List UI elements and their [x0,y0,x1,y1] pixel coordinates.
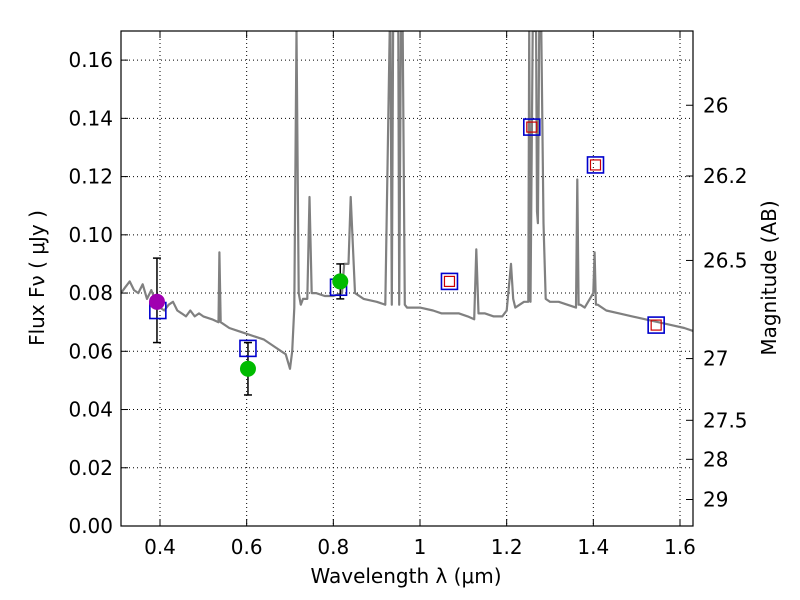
mag-tick-label: 26.5 [703,248,748,272]
model-photometry-square [586,156,605,174]
y-tick-label: 0.02 [68,456,113,480]
model-photometry-square [647,316,665,334]
magenta-point [148,293,165,310]
x-tick-label: 0.8 [317,535,349,559]
green-point [332,273,349,290]
y-tick-label: 0.00 [68,514,113,538]
model-photometry-square [440,272,459,291]
plot-data-layer [121,31,693,396]
observed-ir-square [650,319,662,331]
spectrum-line [121,31,693,370]
observed-ir-square [589,159,602,171]
plot-frame [120,30,694,527]
y-tick-label: 0.08 [68,281,113,305]
mag-tick-label: 27 [703,347,728,371]
x-axis-title: Wavelength λ (μm) [310,564,501,588]
y-tick-label: 0.12 [68,165,113,189]
x-tick-label: 1.6 [664,535,696,559]
mag-tick-label: 28 [703,447,728,471]
right-axis-title: Magnitude (AB) [757,200,781,355]
axis-tick-labels: 0.4 0.6 0.8 1 1.2 1.4 1.6 0.00 0.02 0.04 0.06 0.08 0… [68,48,747,559]
observed-ir-square [526,121,538,133]
axis-ticks [121,31,693,527]
mag-tick-label: 29 [703,488,728,512]
x-tick-label: 0.6 [231,535,263,559]
mag-tick-label: 26 [703,93,728,117]
y-tick-label: 0.04 [68,398,113,422]
x-tick-label: 1.2 [491,535,523,559]
y-tick-label: 0.14 [68,106,113,130]
x-tick-label: 0.4 [144,535,176,559]
x-tick-label: 1 [414,535,427,559]
observed-ir-square [443,275,456,288]
y-tick-label: 0.06 [68,339,113,363]
model-photometry-square [522,118,541,136]
y-tick-label: 0.10 [68,223,113,247]
mag-tick-label: 26.2 [703,164,748,188]
y-axis-title: Flux Fν ( μJy ) [25,210,49,346]
mag-tick-label: 27.5 [703,408,748,432]
model-photometry-square [239,339,257,358]
y-tick-label: 0.16 [68,48,113,72]
x-tick-label: 1.4 [577,535,609,559]
green-point [239,360,256,377]
